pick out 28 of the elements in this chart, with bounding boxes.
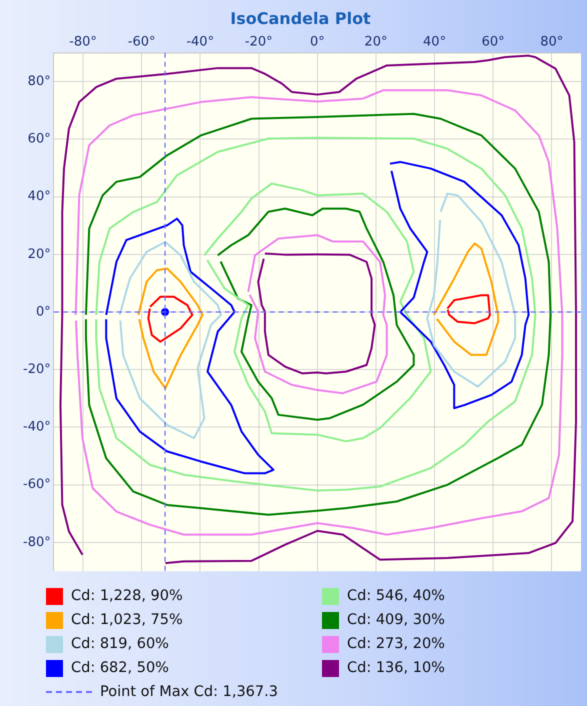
x-tick-label: 0° — [310, 34, 325, 50]
y-tick-label: 20° — [28, 246, 51, 262]
y-tick-label: 60° — [28, 132, 51, 147]
y-tick-label: 40° — [28, 189, 51, 204]
y-tick-label: -20° — [23, 362, 51, 377]
legend-label: Cd: 409, 30% — [347, 612, 445, 628]
x-tick-label: -40° — [186, 34, 214, 50]
x-tick-label: 20° — [364, 34, 388, 50]
x-tick-label: -20° — [244, 34, 273, 50]
y-tick-label: 0° — [36, 304, 51, 320]
x-tick-label: 60° — [482, 34, 505, 50]
legend-label: Cd: 273, 20% — [347, 636, 445, 652]
legend-label: Cd: 136, 10% — [347, 660, 445, 676]
legend-label: Cd: 819, 60% — [71, 636, 169, 652]
chart-title: IsoCandela Plot — [230, 8, 372, 28]
legend-label: Cd: 546, 40% — [347, 588, 445, 604]
legend-label: Cd: 1,023, 75% — [71, 612, 183, 628]
x-tick-label: -80° — [69, 34, 97, 50]
x-tick-label: 80° — [540, 34, 564, 50]
y-tick-label: -60° — [23, 477, 51, 492]
x-tick-label: 40° — [423, 34, 446, 50]
legend-label: Cd: 1,228, 90% — [71, 588, 183, 604]
y-tick-label: -40° — [23, 420, 51, 435]
y-tick-label: 80° — [28, 74, 51, 89]
y-tick-label: -80° — [23, 534, 51, 550]
x-tick-label: -60° — [128, 34, 156, 50]
text: Point of Max Cd: 1,367.3 — [100, 684, 278, 700]
legend-label: Cd: 682, 50% — [71, 660, 169, 676]
